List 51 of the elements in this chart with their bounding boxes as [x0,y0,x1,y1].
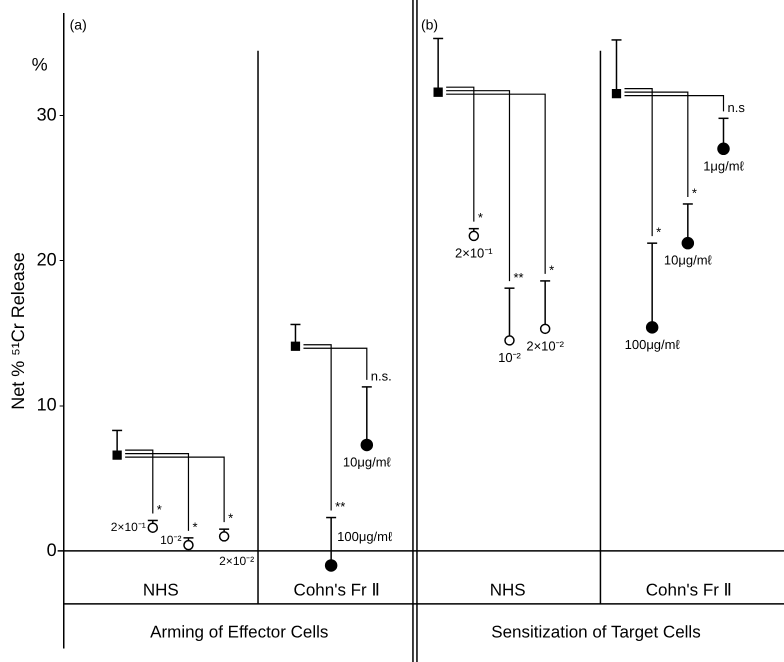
y-tick-label: 30 [36,104,57,124]
y-tick-label: 10 [36,394,57,415]
point [324,559,338,572]
annotation: * [692,186,697,201]
text: % [32,54,48,74]
annotation: (b) [420,16,438,33]
point [148,522,158,533]
point [682,236,694,250]
annotation: Arming of Effector Cells [150,622,328,642]
point [612,89,622,98]
annotation: NHS [142,580,179,600]
annotation: NHS [490,580,526,600]
annotation: * [549,262,554,278]
annotation: * [192,519,198,534]
annotation: n.s. [370,368,392,384]
annotation: 2×10⁻² [219,554,254,568]
annotation: * [656,224,662,240]
point [218,531,230,542]
annotation: (a) [70,16,87,33]
annotation: Sensitization of Target Cells [491,622,701,642]
annotation: Cohn's Fr Ⅱ [294,580,380,600]
y-tick-label: 0 [46,540,57,560]
annotation: 2×10⁻¹ [455,245,494,260]
annotation: 100μg/mℓ [624,336,680,352]
annotation: * [478,210,483,226]
point [646,321,658,334]
annotation: ** [513,270,524,285]
annotation: 10μg/mℓ [342,454,392,470]
point [504,335,515,346]
annotation: 2×10⁻¹ [110,520,146,534]
y-tick-label: 20 [36,250,57,270]
point [183,540,194,550]
point [540,324,550,334]
annotation: ** [335,499,346,514]
point [112,450,122,460]
annotation: 1μg/mℓ [703,158,745,174]
y-axis-title: Net % ⁵¹Cr Release [8,252,28,410]
point [360,438,374,452]
annotation: Cohn's Fr Ⅱ [646,580,732,600]
annotation: 2×10⁻² [526,338,565,354]
annotation: * [228,510,234,526]
point [468,230,480,242]
point [434,88,443,97]
annotation: 10μg/mℓ [664,252,713,268]
point [717,142,730,156]
annotation: 10⁻² [160,533,182,548]
annotation: n.s [727,100,746,115]
point [290,342,300,351]
annotation: 100μg/mℓ [337,529,393,544]
annotation: 10⁻² [498,350,522,366]
annotation: * [156,502,162,518]
